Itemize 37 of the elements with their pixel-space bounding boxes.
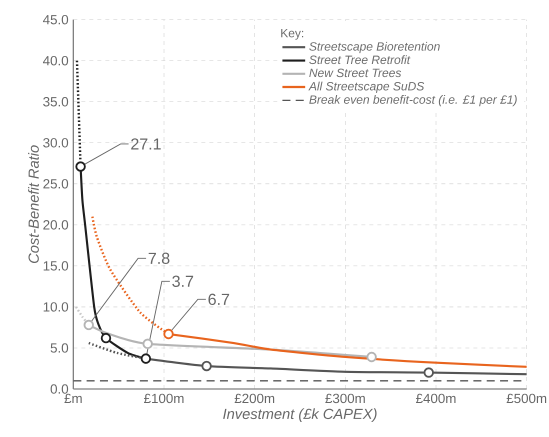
y-tick-label: 10.0 [44,302,68,312]
point [163,328,174,340]
y-tick-label: 40.0 [42,56,68,66]
x-tick-label: £300m [325,394,365,404]
legend-label: Street Tree Retrofit [309,55,410,64]
y-tick-label: 30.0 [43,138,68,148]
x-axis-title: Investment (£k CAPEX) [223,408,377,422]
point [142,338,153,350]
x-tick-label: £m [64,394,82,404]
annotation: 7.8 [148,252,170,264]
y-tick-label: 35.0 [43,97,68,106]
y-tick-label: 20.0 [43,220,68,230]
legend-label: New Street Trees [309,68,402,78]
point [424,367,434,378]
y-tick-label: 5.0 [50,343,68,353]
x-tick-label: £500m [506,394,546,404]
point [100,332,112,344]
point [84,320,94,330]
y-tick-label: 15.0 [44,261,68,271]
legend-title: Key: [281,28,304,40]
point [140,353,152,364]
legend-label: Break even benefit-cost (i.e. £1 per £1) [309,95,517,106]
point [201,360,212,372]
x-tick-label: £200m [234,394,274,404]
annotation: 27.1 [131,138,161,150]
y-tick-label: 25.0 [43,179,68,189]
y-axis-title: Cost-Benefit Ratio [28,145,39,264]
point [75,161,86,172]
y-tick-label: 0.0 [50,384,68,394]
legend-label: Streetscape Bioretention [309,42,440,54]
x-tick-label: £400m [416,394,456,404]
legend-label: All Streetscape SuDS [308,82,424,93]
annotation: 3.7 [172,276,194,287]
x-tick-label: £100m [144,394,184,404]
y-tick-label: 45.0 [42,14,68,24]
point [366,352,377,362]
annotation: 6.7 [208,294,230,305]
